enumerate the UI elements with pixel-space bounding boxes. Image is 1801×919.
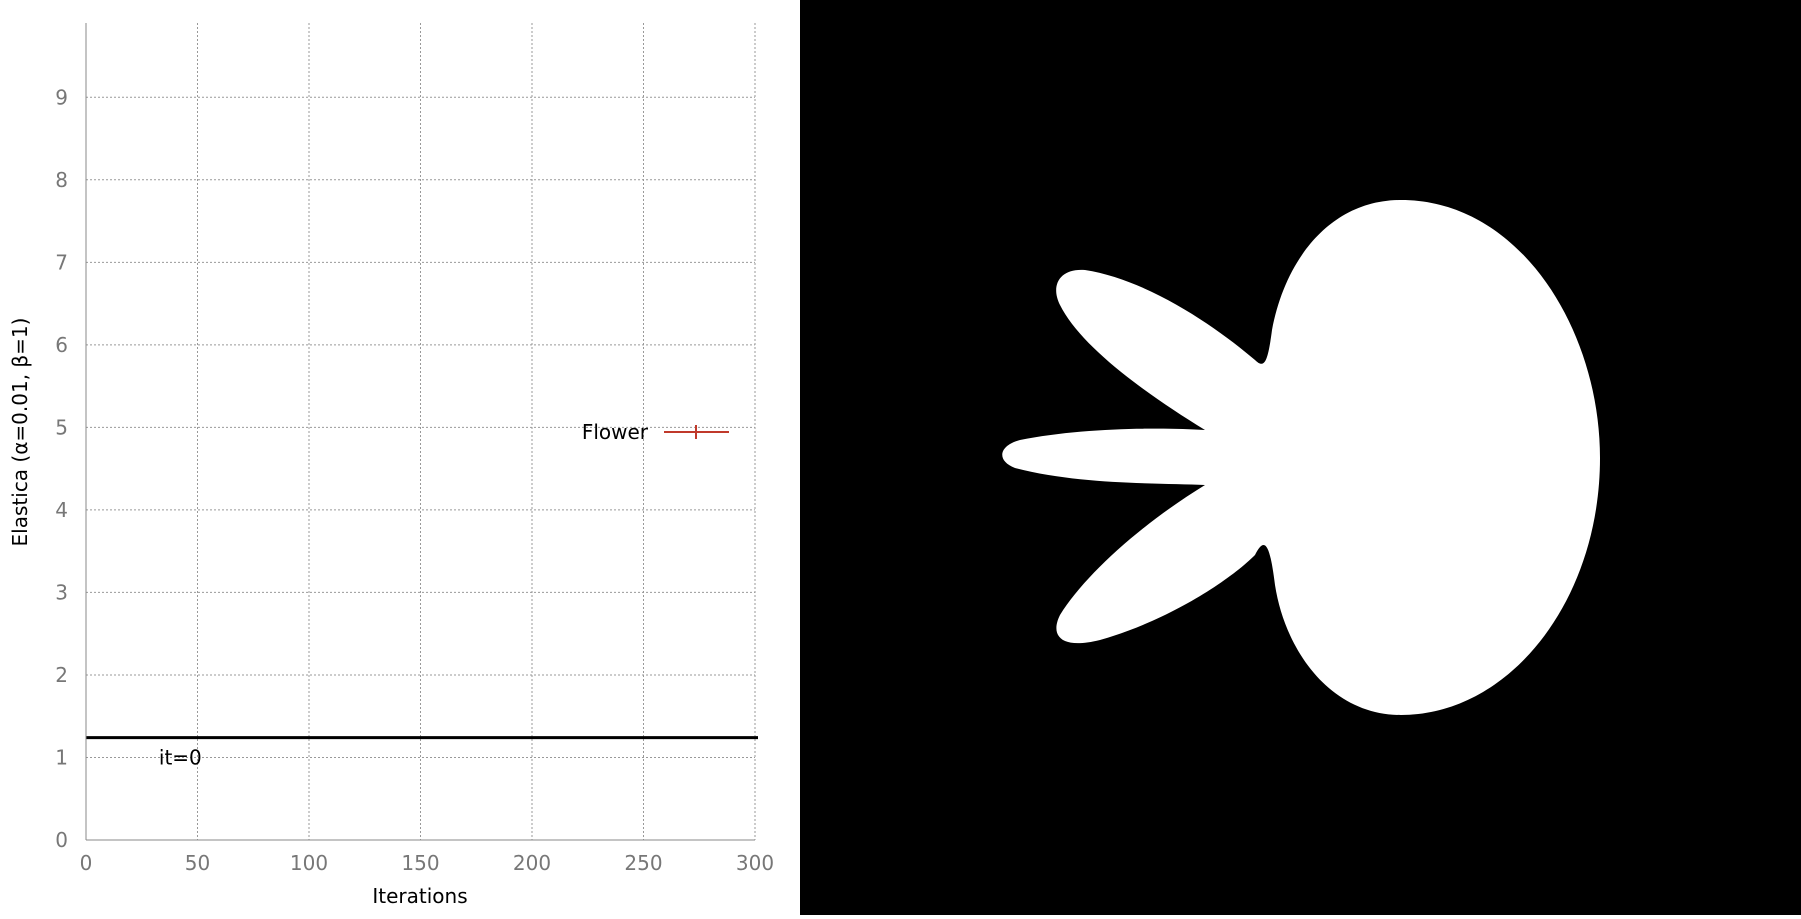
y-tick-label: 5 xyxy=(55,415,68,439)
x-tick-label: 300 xyxy=(736,851,774,875)
y-tick-labels: 0 1 2 3 4 5 6 7 8 9 xyxy=(55,85,68,852)
y-tick-label: 6 xyxy=(55,333,68,357)
y-tick-label: 0 xyxy=(55,828,68,852)
plot-panel: 0 50 100 150 200 250 300 0 1 2 3 4 5 6 7 8 9 Iterations… xyxy=(0,0,800,915)
x-tick-labels: 0 50 100 150 200 250 300 xyxy=(80,851,774,875)
grid xyxy=(86,23,756,840)
elastica-chart: 0 50 100 150 200 250 300 0 1 2 3 4 5 6 7 8 9 Iterations… xyxy=(8,23,774,908)
y-tick-label: 3 xyxy=(55,580,68,604)
y-tick-label: 4 xyxy=(55,498,68,522)
x-tick-label: 250 xyxy=(624,851,662,875)
x-tick-label: 200 xyxy=(513,851,551,875)
legend-label-flower: Flower xyxy=(582,420,649,444)
y-tick-label: 1 xyxy=(55,745,68,769)
shape-panel xyxy=(800,0,1801,915)
y-axis-title: Elastica (α=0.01, β=1) xyxy=(8,318,32,547)
flower-shape xyxy=(1002,200,1600,715)
x-axis-title: Iterations xyxy=(372,884,467,908)
x-tick-label: 100 xyxy=(290,851,328,875)
axes xyxy=(85,23,755,841)
x-tick-label: 0 xyxy=(80,851,93,875)
y-tick-label: 8 xyxy=(55,168,68,192)
x-tick-label: 150 xyxy=(401,851,439,875)
flower-shape-canvas xyxy=(1002,200,1600,715)
legend: Flower xyxy=(582,420,729,444)
y-tick-label: 2 xyxy=(55,663,68,687)
y-tick-label: 9 xyxy=(55,85,68,109)
x-tick-label: 50 xyxy=(185,851,210,875)
y-tick-label: 7 xyxy=(55,250,68,274)
iteration-annotation: it=0 xyxy=(159,745,202,769)
